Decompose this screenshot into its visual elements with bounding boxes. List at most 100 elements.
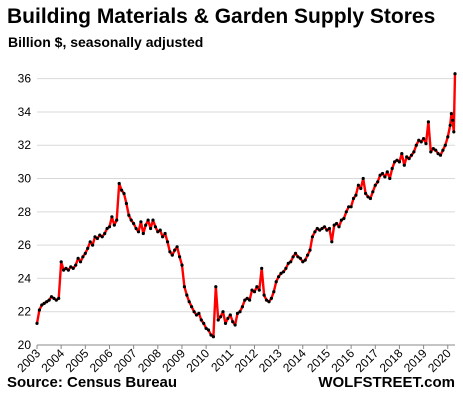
data-point	[81, 255, 85, 259]
data-point	[127, 213, 131, 217]
data-point	[257, 288, 261, 292]
data-point	[325, 228, 329, 232]
data-point	[216, 318, 220, 322]
data-point	[107, 225, 112, 229]
data-point	[296, 255, 300, 259]
data-point	[105, 226, 109, 231]
data-point	[103, 231, 107, 236]
x-tick-label: 2009	[159, 346, 188, 375]
x-axis	[36, 344, 455, 349]
data-point	[226, 316, 230, 320]
data-point	[178, 255, 182, 259]
data-point	[151, 218, 155, 222]
data-point	[426, 120, 430, 124]
data-point	[344, 210, 348, 214]
data-point	[422, 137, 426, 141]
data-point	[248, 298, 252, 302]
data-point	[368, 196, 372, 201]
data-point	[364, 191, 368, 196]
data-point	[165, 240, 170, 244]
data-point	[351, 196, 356, 201]
data-point	[284, 266, 288, 270]
data-point	[286, 261, 290, 265]
data-point	[192, 310, 196, 314]
data-point	[40, 303, 44, 307]
data-point	[419, 140, 423, 144]
data-point	[262, 293, 266, 297]
data-point	[380, 171, 385, 176]
data-point	[120, 188, 124, 192]
source-note: Source: Census Bureau	[7, 374, 178, 391]
data-point	[47, 298, 51, 302]
data-point	[95, 236, 99, 241]
y-tick-label: 34	[18, 105, 32, 119]
data-point	[407, 157, 411, 161]
data-point	[110, 215, 114, 219]
data-point	[214, 285, 218, 289]
data-point	[57, 296, 61, 300]
data-point	[153, 225, 157, 229]
data-point	[361, 176, 365, 181]
x-tick-label: 2015	[304, 346, 333, 375]
data-point	[98, 233, 102, 237]
data-point	[146, 218, 150, 222]
y-tick-label: 28	[18, 205, 32, 219]
data-point	[409, 153, 414, 157]
y-tick-label: 26	[18, 238, 32, 252]
data-point	[199, 318, 203, 322]
data-point	[231, 320, 235, 324]
data-point	[245, 296, 249, 300]
x-tick-label: 2012	[232, 346, 261, 375]
data-point	[54, 298, 58, 302]
data-point	[264, 298, 269, 302]
data-point	[180, 263, 184, 267]
x-tick-label: 2011	[208, 346, 236, 374]
data-point	[190, 305, 194, 309]
data-point	[393, 160, 397, 164]
data-point	[417, 138, 421, 142]
x-tick-label: 2010	[183, 346, 212, 375]
data-point	[414, 143, 418, 147]
data-point	[173, 248, 177, 252]
data-point	[175, 245, 179, 249]
data-point	[182, 285, 186, 289]
data-point	[446, 135, 450, 139]
data-point	[158, 228, 162, 232]
data-point	[83, 251, 87, 255]
y-tick-label: 20	[18, 338, 32, 352]
x-tick-label: 2018	[377, 346, 406, 375]
data-point	[289, 260, 293, 264]
data-point	[161, 235, 165, 239]
data-point	[129, 218, 133, 222]
data-point	[320, 226, 324, 231]
data-point	[301, 260, 305, 264]
data-point	[451, 118, 455, 122]
chart-title: Building Materials & Garden Supply Store…	[7, 5, 436, 28]
data-point	[383, 175, 387, 179]
data-point	[322, 225, 327, 229]
data-point	[136, 230, 141, 234]
data-point	[88, 240, 92, 244]
data-point	[385, 170, 389, 174]
x-tick-label: 2020	[425, 346, 454, 375]
data-point	[49, 295, 54, 299]
data-point	[139, 220, 143, 224]
data-point	[243, 298, 247, 302]
data-point	[141, 231, 145, 236]
data-point	[240, 305, 244, 309]
data-point	[269, 296, 273, 300]
data-point	[122, 191, 126, 196]
data-point	[71, 266, 75, 270]
data-point	[277, 275, 281, 279]
data-point	[315, 226, 319, 231]
data-point	[274, 280, 278, 284]
data-point	[252, 290, 257, 294]
data-point	[74, 263, 78, 267]
chart-subtitle: Billion $, seasonally adjusted	[8, 34, 204, 50]
data-point	[250, 288, 254, 292]
data-point	[45, 300, 49, 304]
y-tick-label: 22	[18, 305, 32, 319]
data-point	[228, 313, 232, 317]
data-point	[431, 147, 435, 151]
x-tick-label: 2005	[63, 346, 92, 375]
